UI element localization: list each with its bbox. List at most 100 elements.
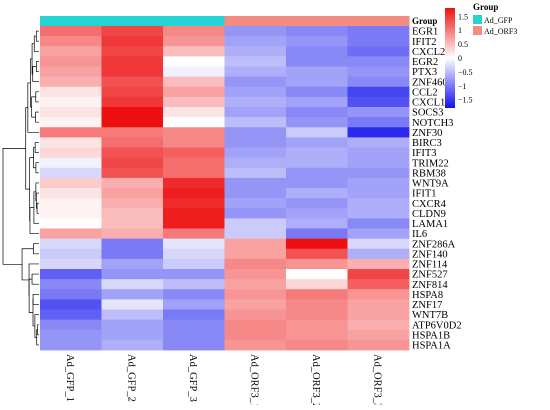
heatmap-cell — [40, 107, 102, 118]
heatmap-cell — [286, 289, 348, 300]
heatmap-cell — [224, 319, 287, 331]
heatmap-cell — [40, 279, 102, 290]
heatmap-cell — [40, 228, 102, 240]
row-label: IFIT1 — [412, 189, 437, 200]
group-bar-cell — [101, 16, 164, 26]
heatmap-cell — [347, 198, 410, 209]
dendrogram-branch — [35, 162, 39, 174]
dendrogram-branch — [35, 111, 39, 123]
row-label: HSPA1B — [412, 330, 450, 341]
color-scale-tick: 1.5 — [458, 12, 468, 21]
heatmap-cell — [163, 188, 225, 199]
heatmap-cell — [224, 198, 287, 209]
heatmap-cell — [224, 107, 287, 118]
dendrogram-branch — [35, 192, 39, 209]
heatmap-cell — [163, 107, 225, 118]
heatmap-cell — [101, 86, 164, 98]
heatmap-cell — [347, 66, 410, 78]
heatmap-cell — [101, 157, 164, 169]
heatmap-cell — [286, 309, 348, 321]
heatmap-cell — [286, 177, 348, 189]
heatmap-cell — [163, 26, 225, 37]
dendrogram-branch — [35, 91, 39, 103]
heatmap-cell — [163, 177, 225, 189]
heatmap-cell — [224, 248, 287, 260]
heatmap-cell — [163, 86, 225, 98]
color-scale-bar — [445, 8, 455, 108]
heatmap-cell — [286, 117, 348, 128]
heatmap-cell — [163, 289, 225, 300]
heatmap-cell — [224, 339, 287, 351]
heatmap-cell — [101, 218, 164, 229]
heatmap-cell — [224, 147, 287, 159]
heatmap-cell — [40, 76, 102, 88]
heatmap-cell — [40, 96, 102, 108]
heatmap-cell — [347, 208, 410, 219]
heatmap-cell — [347, 238, 410, 250]
row-label: RBM38 — [412, 168, 446, 179]
heatmap-cell — [224, 228, 287, 240]
heatmap-cell — [347, 137, 410, 148]
heatmap-cell — [224, 218, 287, 229]
heatmap-cell — [163, 56, 225, 67]
heatmap-cell — [40, 26, 102, 37]
heatmap-cell — [163, 36, 225, 47]
group-bar-cell — [224, 16, 287, 26]
heatmap-cell — [224, 269, 287, 280]
heatmap-cell — [224, 309, 287, 321]
heatmap-cell — [224, 329, 287, 341]
group-bar-cell — [40, 16, 102, 26]
heatmap-cell — [286, 238, 348, 250]
heatmap-cell — [101, 167, 164, 179]
heatmap-cell — [347, 147, 410, 159]
heatmap-cell — [101, 339, 164, 351]
row-label: ZNF30 — [412, 128, 442, 139]
column-label: Ad_GFP_2 — [125, 354, 136, 402]
heatmap-cell — [224, 117, 287, 128]
heatmap-cell — [286, 208, 348, 219]
heatmap-cell — [224, 258, 287, 270]
heatmap-cell — [101, 269, 164, 280]
heatmap-cell — [40, 46, 102, 57]
heatmap-cell — [163, 218, 225, 229]
heatmap-cell — [286, 329, 348, 341]
row-label: HSPA8 — [412, 290, 443, 301]
heatmap-cell — [163, 299, 225, 310]
row-dendrogram — [2, 30, 39, 346]
color-scale-tick: 1 — [458, 26, 462, 35]
heatmap-cell — [286, 26, 348, 37]
dendrogram-branch — [27, 82, 39, 133]
heatmap-cell — [101, 177, 164, 189]
legend-swatch — [473, 15, 482, 24]
heatmap-cell — [163, 319, 225, 331]
heatmap-cell — [40, 36, 102, 47]
row-label: CXCL1 — [412, 98, 445, 109]
heatmap-cell — [286, 188, 348, 199]
heatmap-cell — [224, 26, 287, 37]
legend-swatch — [473, 26, 482, 35]
heatmap-cell — [163, 147, 225, 159]
heatmap-cell — [347, 218, 410, 229]
row-label: WNT7B — [412, 310, 448, 321]
heatmap-cell — [347, 107, 410, 118]
heatmap-cell — [286, 228, 348, 240]
row-label: CLDN9 — [412, 209, 446, 220]
heatmap-cell — [101, 279, 164, 290]
row-label: CXCR4 — [412, 199, 447, 210]
dendrogram-branch — [2, 148, 26, 265]
heatmap-cell — [163, 329, 225, 341]
column-label: Ad_ORF3_1 — [248, 354, 259, 405]
heatmap-cell — [163, 46, 225, 57]
row-label: WNT9A — [412, 179, 449, 190]
dendrogram-branch — [28, 263, 39, 297]
heatmap-cell — [347, 177, 410, 189]
heatmap-cell — [286, 127, 348, 138]
heatmap-cell — [163, 167, 225, 179]
heatmap-cell — [347, 86, 410, 98]
dendrogram-branch — [29, 207, 39, 234]
heatmap-cell — [286, 218, 348, 229]
heatmap-cell — [347, 76, 410, 88]
row-label: IFIT2 — [412, 37, 437, 48]
